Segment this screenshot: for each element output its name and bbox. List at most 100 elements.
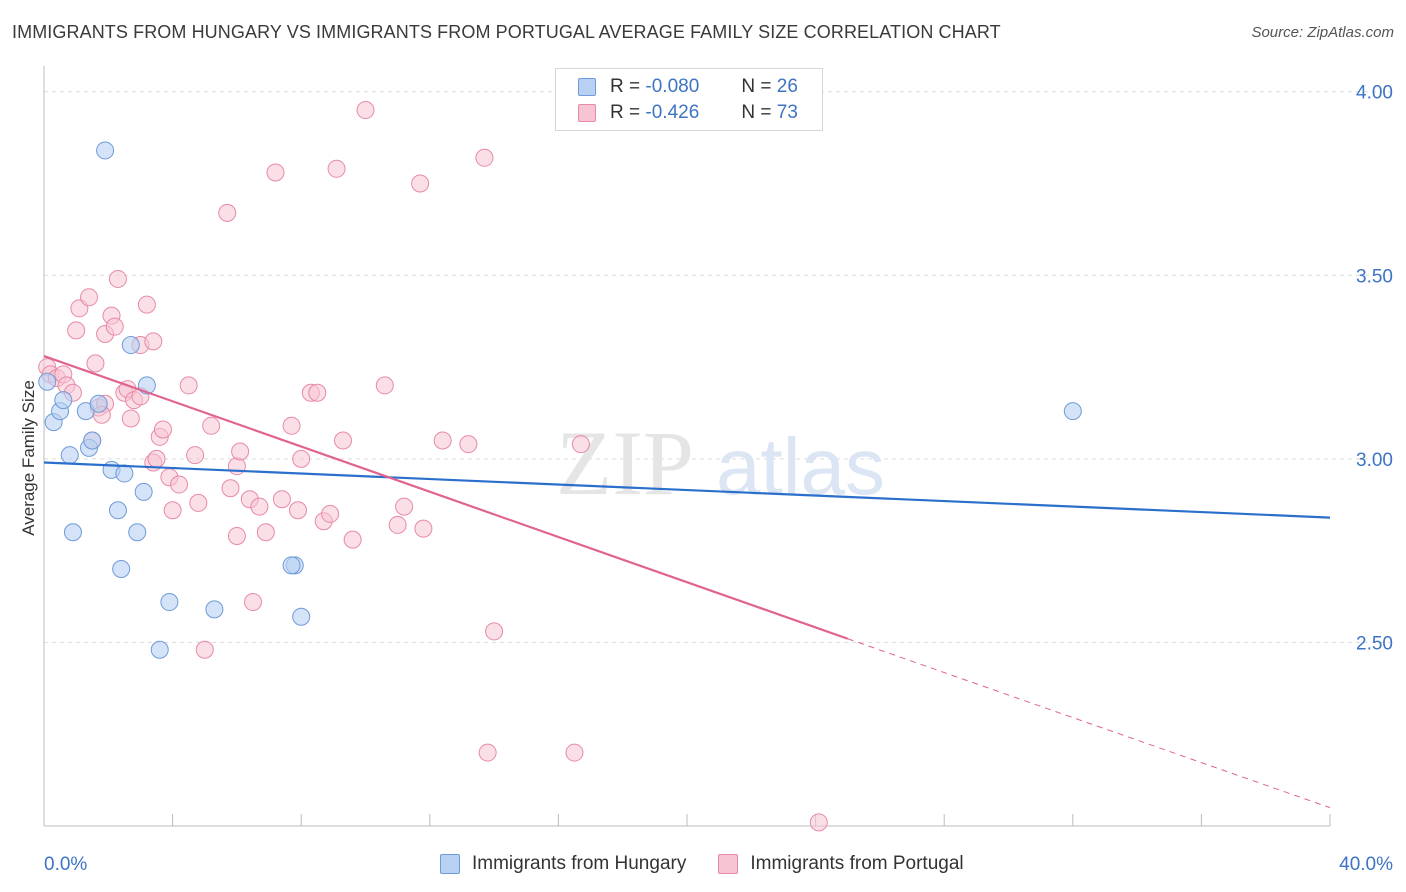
portugal-point <box>227 526 246 545</box>
portugal-point <box>218 203 237 222</box>
hungary-point <box>115 464 134 483</box>
legend-hungary-swatch <box>440 854 460 874</box>
portugal-point <box>433 431 452 450</box>
portugal-point <box>333 431 352 450</box>
portugal-point <box>321 504 340 523</box>
portugal-point <box>80 288 99 307</box>
watermark: ZIP atlas <box>556 412 885 514</box>
portugal-point <box>179 376 198 395</box>
hungary-points <box>38 141 1082 659</box>
hungary-r-label: R = <box>610 76 641 97</box>
x-tick-label: 40.0% <box>1339 854 1393 875</box>
chart-title: IMMIGRANTS FROM HUNGARY VS IMMIGRANTS FR… <box>12 22 1001 42</box>
hungary-point <box>121 336 140 355</box>
hungary-point <box>54 391 73 410</box>
y-tick-label: 2.50 <box>1356 633 1393 654</box>
source-credit: Source: ZipAtlas.com <box>1251 24 1394 41</box>
hungary-trend-line <box>43 461 1331 519</box>
portugal-point <box>153 420 172 439</box>
watermark-zip: ZIP <box>556 412 694 514</box>
portugal-point <box>250 497 269 516</box>
legend-portugal-swatch <box>718 854 739 874</box>
trend-lines <box>43 355 1331 809</box>
hungary-point <box>205 600 224 619</box>
y-tick-label: 3.00 <box>1356 450 1393 471</box>
hungary-swatch <box>578 78 596 96</box>
portugal-points <box>38 101 828 832</box>
portugal-point <box>571 435 590 454</box>
portugal-point <box>485 622 504 641</box>
portugal-point <box>282 416 301 435</box>
portugal-point <box>266 163 285 182</box>
hungary-point <box>292 607 311 626</box>
legend-row-hungary: R = -0.080 N = 26 <box>578 75 798 99</box>
hungary-point <box>282 556 301 575</box>
portugal-point <box>478 743 497 762</box>
portugal-point <box>243 593 262 612</box>
portugal-point <box>475 148 494 167</box>
hungary-point <box>128 523 147 542</box>
portugal-point <box>202 416 221 435</box>
portugal-point <box>388 515 407 534</box>
hungary-point <box>63 523 82 542</box>
series-legend: Immigrants from Hungary Immigrants from … <box>440 850 996 878</box>
portugal-point <box>227 457 246 476</box>
portugal-point <box>67 321 86 340</box>
legend-item-portugal: Immigrants from Portugal <box>718 853 964 875</box>
legend-portugal-label: Immigrants from Portugal <box>750 853 964 874</box>
hungary-point <box>112 559 131 578</box>
hungary-point <box>60 446 79 465</box>
hungary-r-value: -0.080 <box>645 76 700 97</box>
portugal-point <box>809 813 828 832</box>
hungary-point <box>83 431 102 450</box>
hungary-point <box>38 372 57 391</box>
portugal-point <box>356 101 375 120</box>
portugal-point <box>459 435 478 454</box>
portugal-point <box>343 530 362 549</box>
hungary-point <box>150 640 169 659</box>
portugal-point <box>195 640 214 659</box>
portugal-point <box>121 409 140 428</box>
hungary-n-label: N = <box>741 76 772 97</box>
portugal-point <box>414 519 433 538</box>
portugal-point <box>147 449 166 468</box>
y-axis-label: Average Family Size <box>19 380 38 536</box>
hungary-point <box>160 593 179 612</box>
portugal-point <box>105 317 124 336</box>
portugal-point <box>272 490 291 509</box>
portugal-point <box>137 295 156 314</box>
portugal-point <box>327 159 346 178</box>
stats-legend: R = -0.080 N = 26 R = -0.426 N = 73 <box>555 68 823 131</box>
x-tick-label: 0.0% <box>44 854 87 875</box>
hungary-point <box>96 141 115 160</box>
axes <box>43 66 1331 827</box>
portugal-point <box>189 493 208 512</box>
portugal-point <box>221 479 240 498</box>
portugal-point <box>170 475 189 494</box>
tick-labels: 2.50 3.00 3.50 4.00 0.0% 40.0% <box>44 83 1393 875</box>
portugal-point <box>256 523 275 542</box>
portugal-point <box>108 269 127 288</box>
portugal-swatch <box>578 104 596 122</box>
portugal-point <box>231 442 250 461</box>
portugal-r-label: R = <box>610 102 641 123</box>
portugal-point <box>308 383 327 402</box>
hungary-n-value: 26 <box>776 76 798 97</box>
gridlines <box>44 91 1395 643</box>
portugal-point <box>565 743 584 762</box>
portugal-trend-line <box>43 355 849 640</box>
legend-row-portugal: R = -0.426 N = 73 <box>578 101 798 125</box>
portugal-point <box>395 497 414 516</box>
hungary-point <box>134 482 153 501</box>
portugal-point <box>144 332 163 351</box>
portugal-point <box>411 174 430 193</box>
portugal-point <box>375 376 394 395</box>
hungary-point <box>89 394 108 413</box>
portugal-trend-extension <box>847 638 1331 809</box>
hungary-point <box>108 501 127 520</box>
portugal-point <box>292 449 311 468</box>
legend-hungary-label: Immigrants from Hungary <box>472 853 687 874</box>
portugal-n-label: N = <box>741 102 772 123</box>
portugal-r-value: -0.426 <box>645 102 700 123</box>
